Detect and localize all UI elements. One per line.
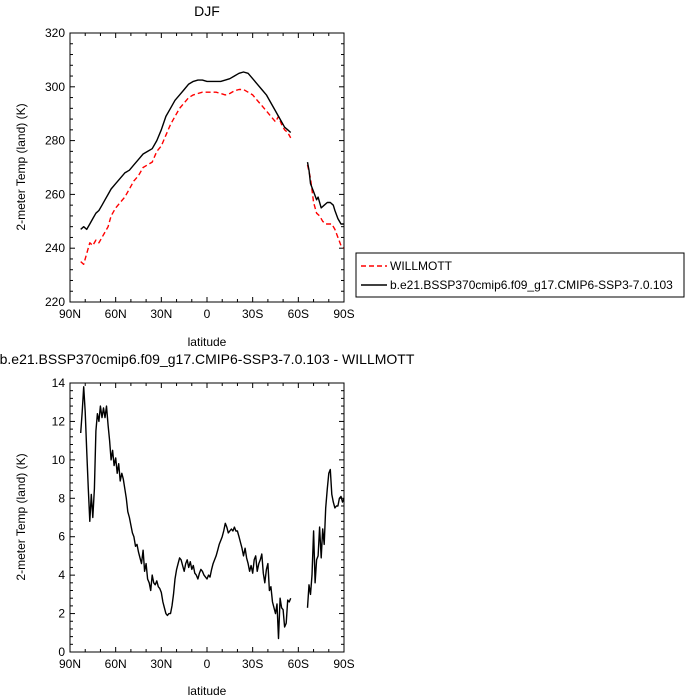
top-x-tick-label: 30S <box>242 307 263 321</box>
top-y-tick-label: 240 <box>45 241 65 255</box>
top-chart-title: DJF <box>194 3 220 19</box>
bottom-y-axis-label: 2-meter Temp (land) (K) <box>14 453 28 580</box>
top-series-0-line-segment-0 <box>80 88 292 265</box>
top-y-axis-label: 2-meter Temp (land) (K) <box>14 103 28 230</box>
top-y-tick-label: 320 <box>45 26 65 40</box>
top-series-1-line-segment-0 <box>80 71 292 231</box>
bottom-y-tick-label: 0 <box>58 645 65 659</box>
top-series-1-line-segment-1 <box>306 161 344 225</box>
top-series-group <box>80 71 345 265</box>
bottom-y-tick-label: 14 <box>52 376 66 390</box>
top-plot-frame <box>69 32 345 303</box>
bottom-y-tick-label: 2 <box>58 607 65 621</box>
bottom-x-tick-label: 90S <box>333 657 354 671</box>
bottom-x-tick-label: 0 <box>204 657 211 671</box>
bottom-y-tick-label: 8 <box>58 491 65 505</box>
bottom-x-tick-label: 90N <box>59 657 81 671</box>
top-y-tick-label: 220 <box>45 295 65 309</box>
top-x-tick-label: 60S <box>288 307 309 321</box>
legend-box <box>355 252 685 298</box>
bottom-y-tick-label: 10 <box>52 453 66 467</box>
top-x-tick-label: 30N <box>150 307 172 321</box>
top-x-tick-label: 0 <box>204 307 211 321</box>
bottom-series-0-line-segment-0 <box>80 386 292 640</box>
top-series-0-line-segment-1 <box>306 164 345 249</box>
top-panel: DJF 90N 60N 30N 0 30S 60S 90S 220 240 260 280 300 32… <box>14 3 685 349</box>
legend-entry-willmott: WILLMOTT <box>390 259 453 273</box>
top-x-tick-label: 60N <box>105 307 127 321</box>
bottom-y-tick-label: 12 <box>52 414 66 428</box>
bottom-x-tick-label: 30S <box>242 657 263 671</box>
legend: WILLMOTT b.e21.BSSP370cmip6.f09_g17.CMIP… <box>355 252 685 298</box>
top-x-tick-label: 90N <box>59 307 81 321</box>
bottom-y-tick-label: 4 <box>58 568 65 582</box>
bottom-panel: b.e21.BSSP370cmip6.f09_g17.CMIP6-SSP3-7.… <box>0 351 415 698</box>
bottom-x-axis-label: latitude <box>188 684 227 698</box>
bottom-y-tick-label: 6 <box>58 530 65 544</box>
bottom-x-tick-label: 30N <box>150 657 172 671</box>
top-y-tick-label: 260 <box>45 187 65 201</box>
top-x-axis-label: latitude <box>188 335 227 349</box>
bottom-series-group <box>80 386 345 640</box>
bottom-series-0-line-segment-1 <box>306 468 345 608</box>
bottom-x-tick-label: 60S <box>288 657 309 671</box>
bottom-x-tick-label: 60N <box>105 657 127 671</box>
top-axis-ticks: 90N 60N 30N 0 30S 60S 90S 220 240 260 280 300 320 <box>45 26 355 321</box>
top-y-tick-label: 280 <box>45 134 65 148</box>
bottom-plot-frame <box>69 382 345 653</box>
top-x-tick-label: 90S <box>333 307 354 321</box>
legend-entry-model: b.e21.BSSP370cmip6.f09_g17.CMIP6-SSP3-7.… <box>390 278 673 292</box>
bottom-chart-title: b.e21.BSSP370cmip6.f09_g17.CMIP6-SSP3-7.… <box>0 351 415 367</box>
top-y-tick-label: 300 <box>45 80 65 94</box>
